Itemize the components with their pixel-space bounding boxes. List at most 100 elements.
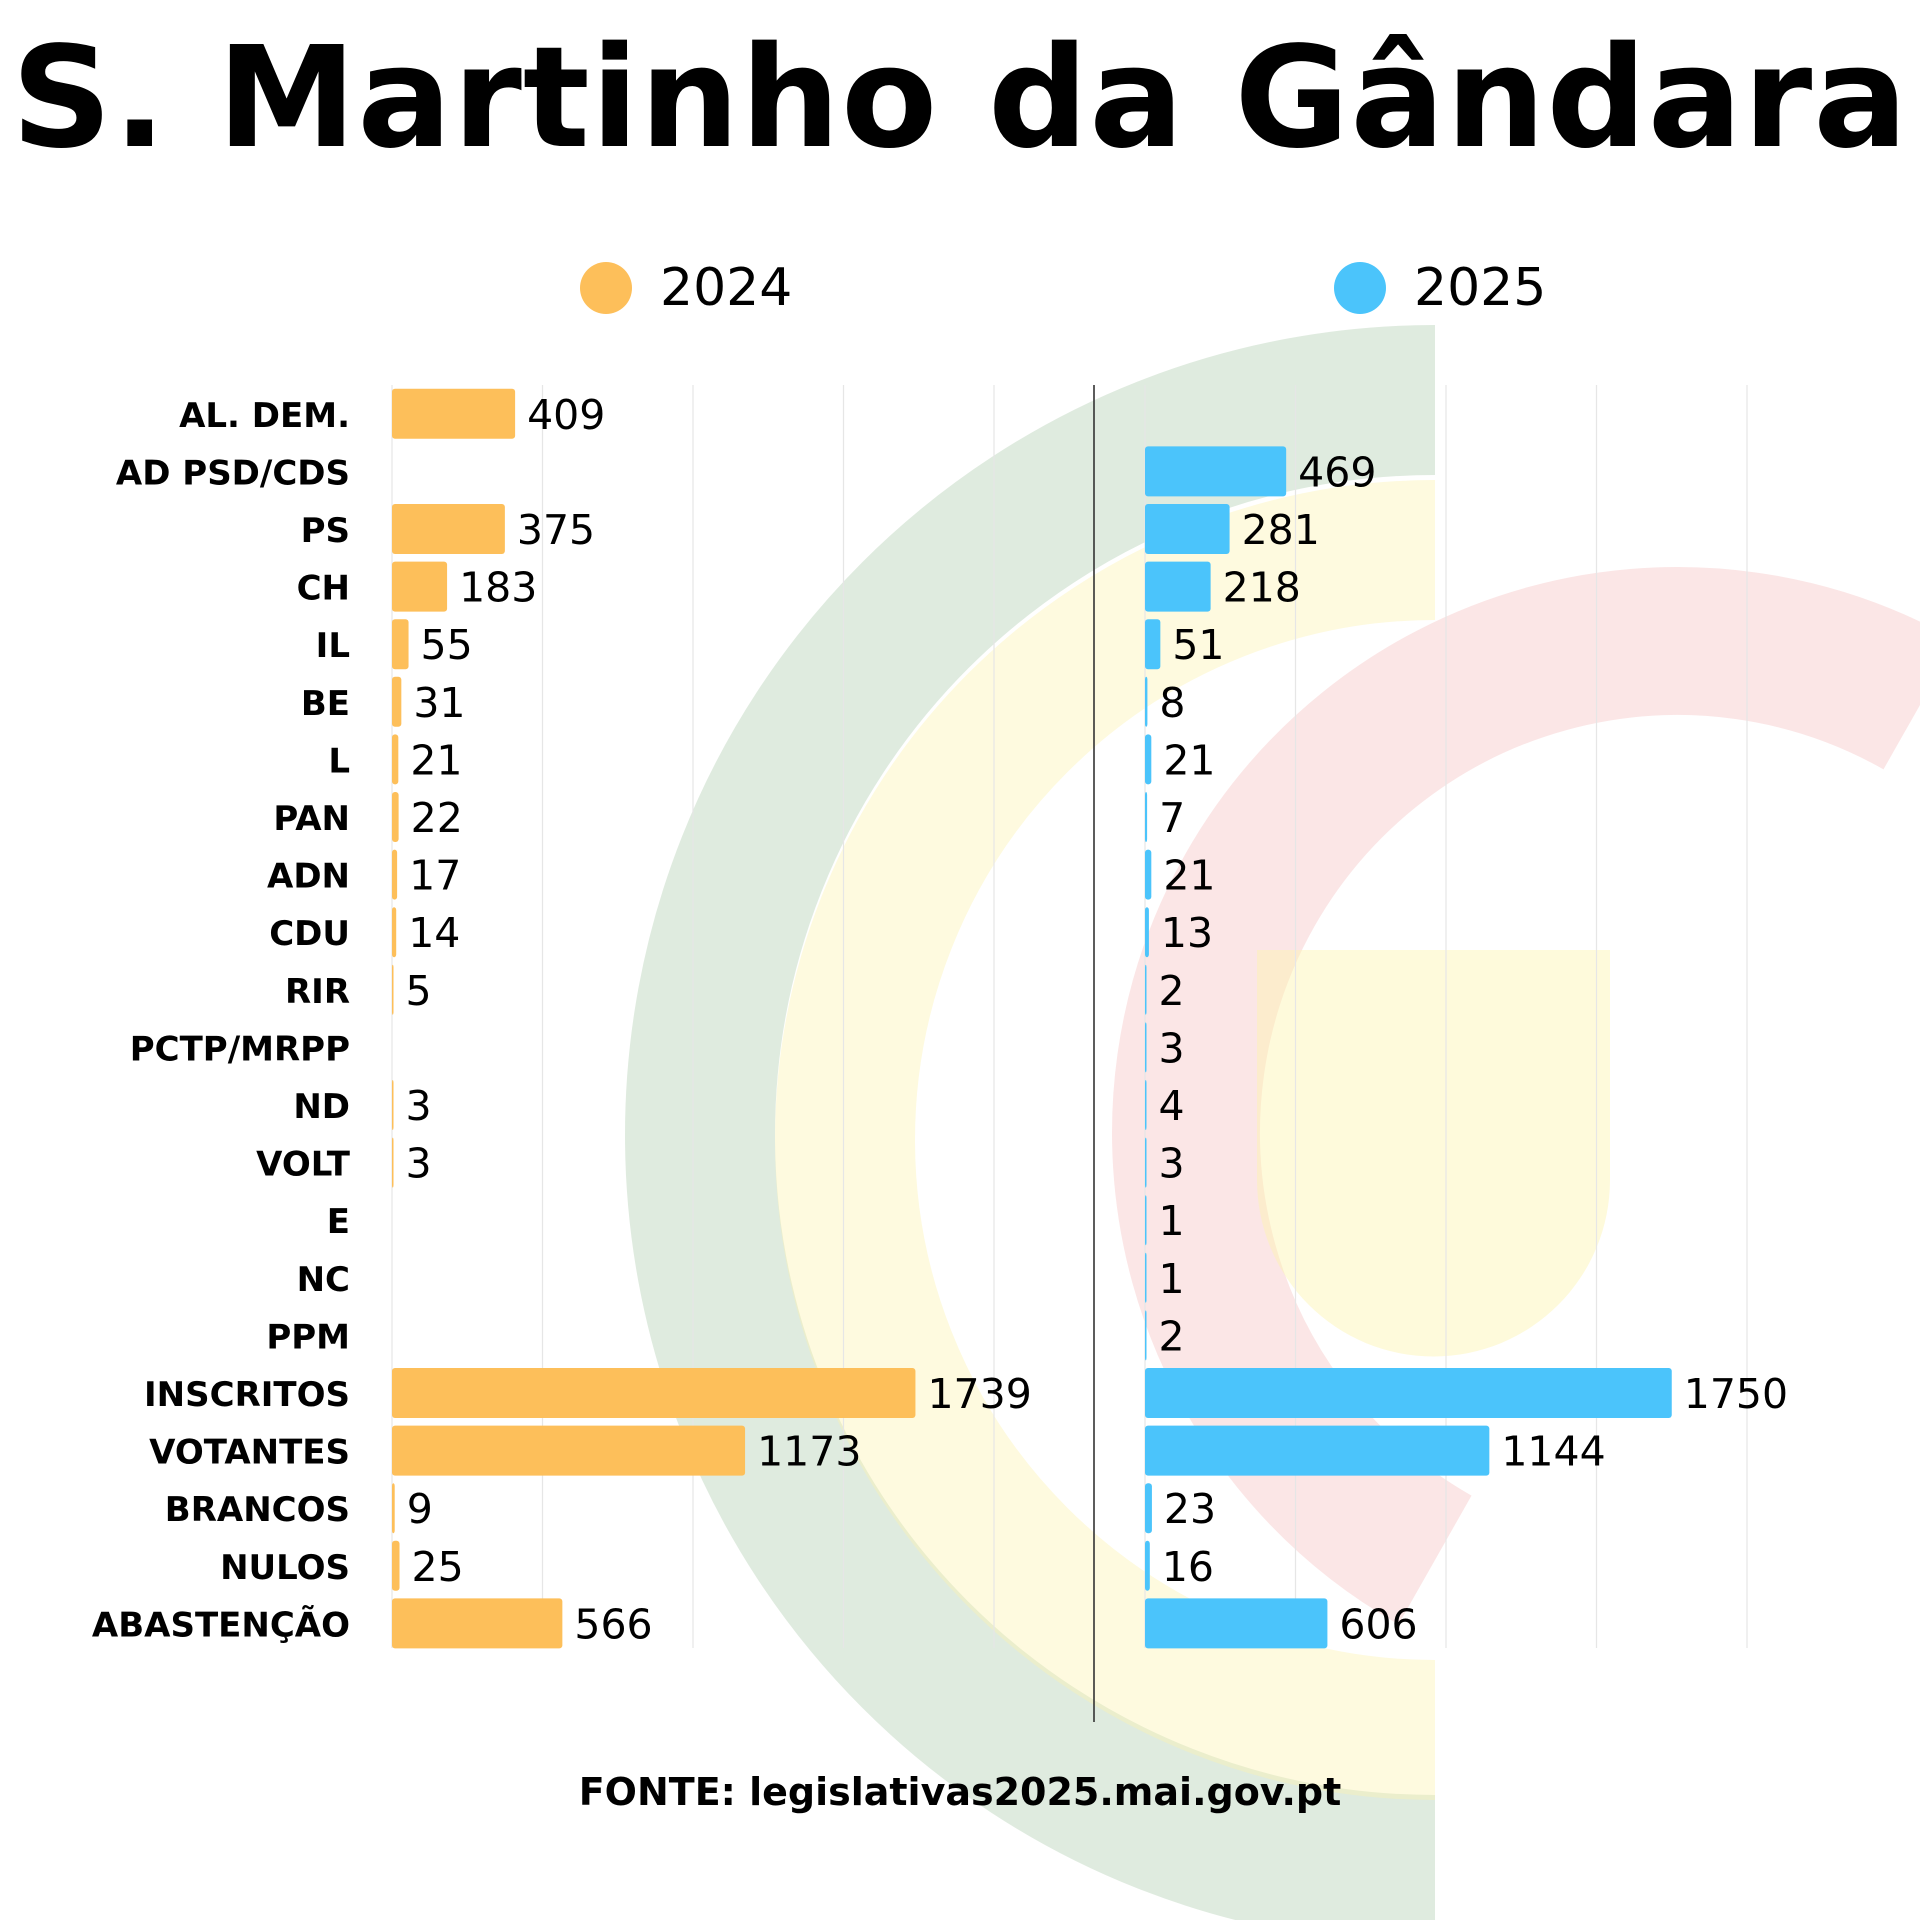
- bar-2025: [1145, 1483, 1152, 1534]
- category-label: PS: [301, 511, 350, 551]
- value-label-2024: 3: [406, 1140, 432, 1188]
- value-label-2024: 25: [412, 1543, 464, 1591]
- bar-2024: [392, 1137, 394, 1188]
- bar-2025: [1145, 1137, 1147, 1188]
- value-label-2024: 55: [421, 621, 473, 669]
- logo-yellow-shield: [1257, 950, 1610, 1357]
- bar-2025: [1145, 504, 1230, 554]
- category-label: IL: [316, 626, 350, 666]
- bar-2025: [1145, 676, 1148, 727]
- bar-2024: [392, 1540, 400, 1591]
- source-note: FONTE: legislativas2025.mai.gov.pt: [578, 1770, 1342, 1814]
- legend-dot-2025: [1334, 262, 1386, 314]
- category-label: NC: [297, 1260, 350, 1300]
- category-label: CH: [297, 569, 350, 609]
- category-label: RIR: [285, 972, 350, 1012]
- bar-2024: [392, 676, 402, 727]
- value-label-2025: 1: [1159, 1255, 1185, 1303]
- value-label-2025: 7: [1159, 794, 1185, 842]
- category-label: PPM: [266, 1317, 350, 1357]
- legend-item-2025: 2025: [1334, 258, 1546, 318]
- category-label: AD PSD/CDS: [116, 453, 350, 493]
- value-label-2025: 1: [1159, 1197, 1185, 1245]
- value-label-2025: 2: [1159, 967, 1185, 1015]
- category-label: VOLT: [256, 1145, 351, 1185]
- bar-2024: [392, 388, 516, 439]
- value-label-2025: 606: [1339, 1600, 1417, 1648]
- legend-label-2025: 2025: [1414, 258, 1547, 318]
- value-label-2025: 23: [1164, 1485, 1216, 1533]
- category-label: L: [328, 741, 350, 781]
- bar-2025: [1145, 1368, 1672, 1418]
- category-label: NULOS: [220, 1548, 350, 1588]
- value-label-2025: 1750: [1684, 1370, 1788, 1418]
- category-label: VOTANTES: [149, 1433, 350, 1473]
- bar-2025: [1145, 734, 1152, 785]
- value-label-2025: 16: [1162, 1543, 1214, 1591]
- value-label-2025: 3: [1159, 1140, 1185, 1188]
- bar-2024: [392, 907, 397, 958]
- category-label: PCTP/MRPP: [130, 1029, 350, 1069]
- bar-2025: [1145, 964, 1147, 1015]
- bar-2024: [392, 561, 448, 612]
- bar-2025: [1145, 1425, 1490, 1476]
- category-label: ABASTENÇÃO: [92, 1604, 350, 1645]
- page-title: S. Martinho da Gândara: [11, 17, 1909, 180]
- value-label-2025: 21: [1163, 852, 1215, 900]
- value-label-2025: 4: [1159, 1082, 1185, 1130]
- category-label: AL. DEM.: [179, 396, 350, 436]
- value-label-2025: 2: [1159, 1312, 1185, 1360]
- value-label-2025: 51: [1172, 621, 1224, 669]
- value-label-2024: 1173: [757, 1428, 861, 1476]
- bar-2025: [1145, 907, 1149, 958]
- legend-dot-2024: [580, 262, 632, 314]
- value-label-2025: 8: [1159, 679, 1185, 727]
- bar-2024: [392, 1080, 394, 1130]
- bar-2025: [1145, 561, 1211, 612]
- category-label: INSCRITOS: [144, 1375, 350, 1415]
- bar-2025: [1145, 1310, 1147, 1361]
- category-label: ND: [293, 1087, 350, 1127]
- value-label-2025: 1144: [1501, 1428, 1605, 1476]
- value-label-2024: 5: [406, 967, 432, 1015]
- value-label-2024: 183: [459, 564, 537, 612]
- legend-label-2024: 2024: [660, 258, 793, 318]
- value-label-2024: 21: [410, 736, 462, 784]
- value-label-2025: 218: [1223, 564, 1301, 612]
- bar-2024: [392, 619, 409, 670]
- value-label-2025: 281: [1242, 506, 1320, 554]
- bar-2024: [392, 1368, 916, 1418]
- legend-item-2024: 2024: [580, 258, 792, 318]
- bar-2025: [1145, 792, 1148, 842]
- value-label-2024: 3: [406, 1082, 432, 1130]
- bar-2024: [392, 504, 505, 554]
- bar-2024: [392, 734, 399, 785]
- value-label-2025: 13: [1161, 909, 1213, 957]
- bar-2024: [392, 964, 394, 1015]
- category-label: CDU: [269, 914, 350, 954]
- category-label: ADN: [267, 857, 350, 897]
- bar-2025: [1145, 849, 1152, 900]
- logo-green-arc: [625, 325, 1436, 1920]
- bar-2024: [392, 1483, 395, 1534]
- bar-2025: [1145, 619, 1161, 670]
- bar-2025: [1145, 446, 1287, 497]
- bar-2024: [392, 792, 399, 842]
- category-label: BE: [301, 684, 350, 724]
- bar-2025: [1145, 1252, 1147, 1303]
- bar-2025: [1145, 1080, 1147, 1130]
- value-label-2025: 3: [1159, 1024, 1185, 1072]
- category-label: E: [327, 1202, 350, 1242]
- bar-2024: [392, 1598, 563, 1649]
- value-label-2025: 21: [1163, 736, 1215, 784]
- value-label-2024: 22: [411, 794, 463, 842]
- category-label: BRANCOS: [165, 1490, 350, 1530]
- value-label-2024: 1739: [927, 1370, 1031, 1418]
- value-label-2024: 566: [574, 1600, 652, 1648]
- bar-2025: [1145, 1195, 1147, 1246]
- bar-2025: [1145, 1022, 1147, 1073]
- category-label: PAN: [273, 799, 350, 839]
- bar-2025: [1145, 1598, 1328, 1649]
- bar-2025: [1145, 1540, 1150, 1591]
